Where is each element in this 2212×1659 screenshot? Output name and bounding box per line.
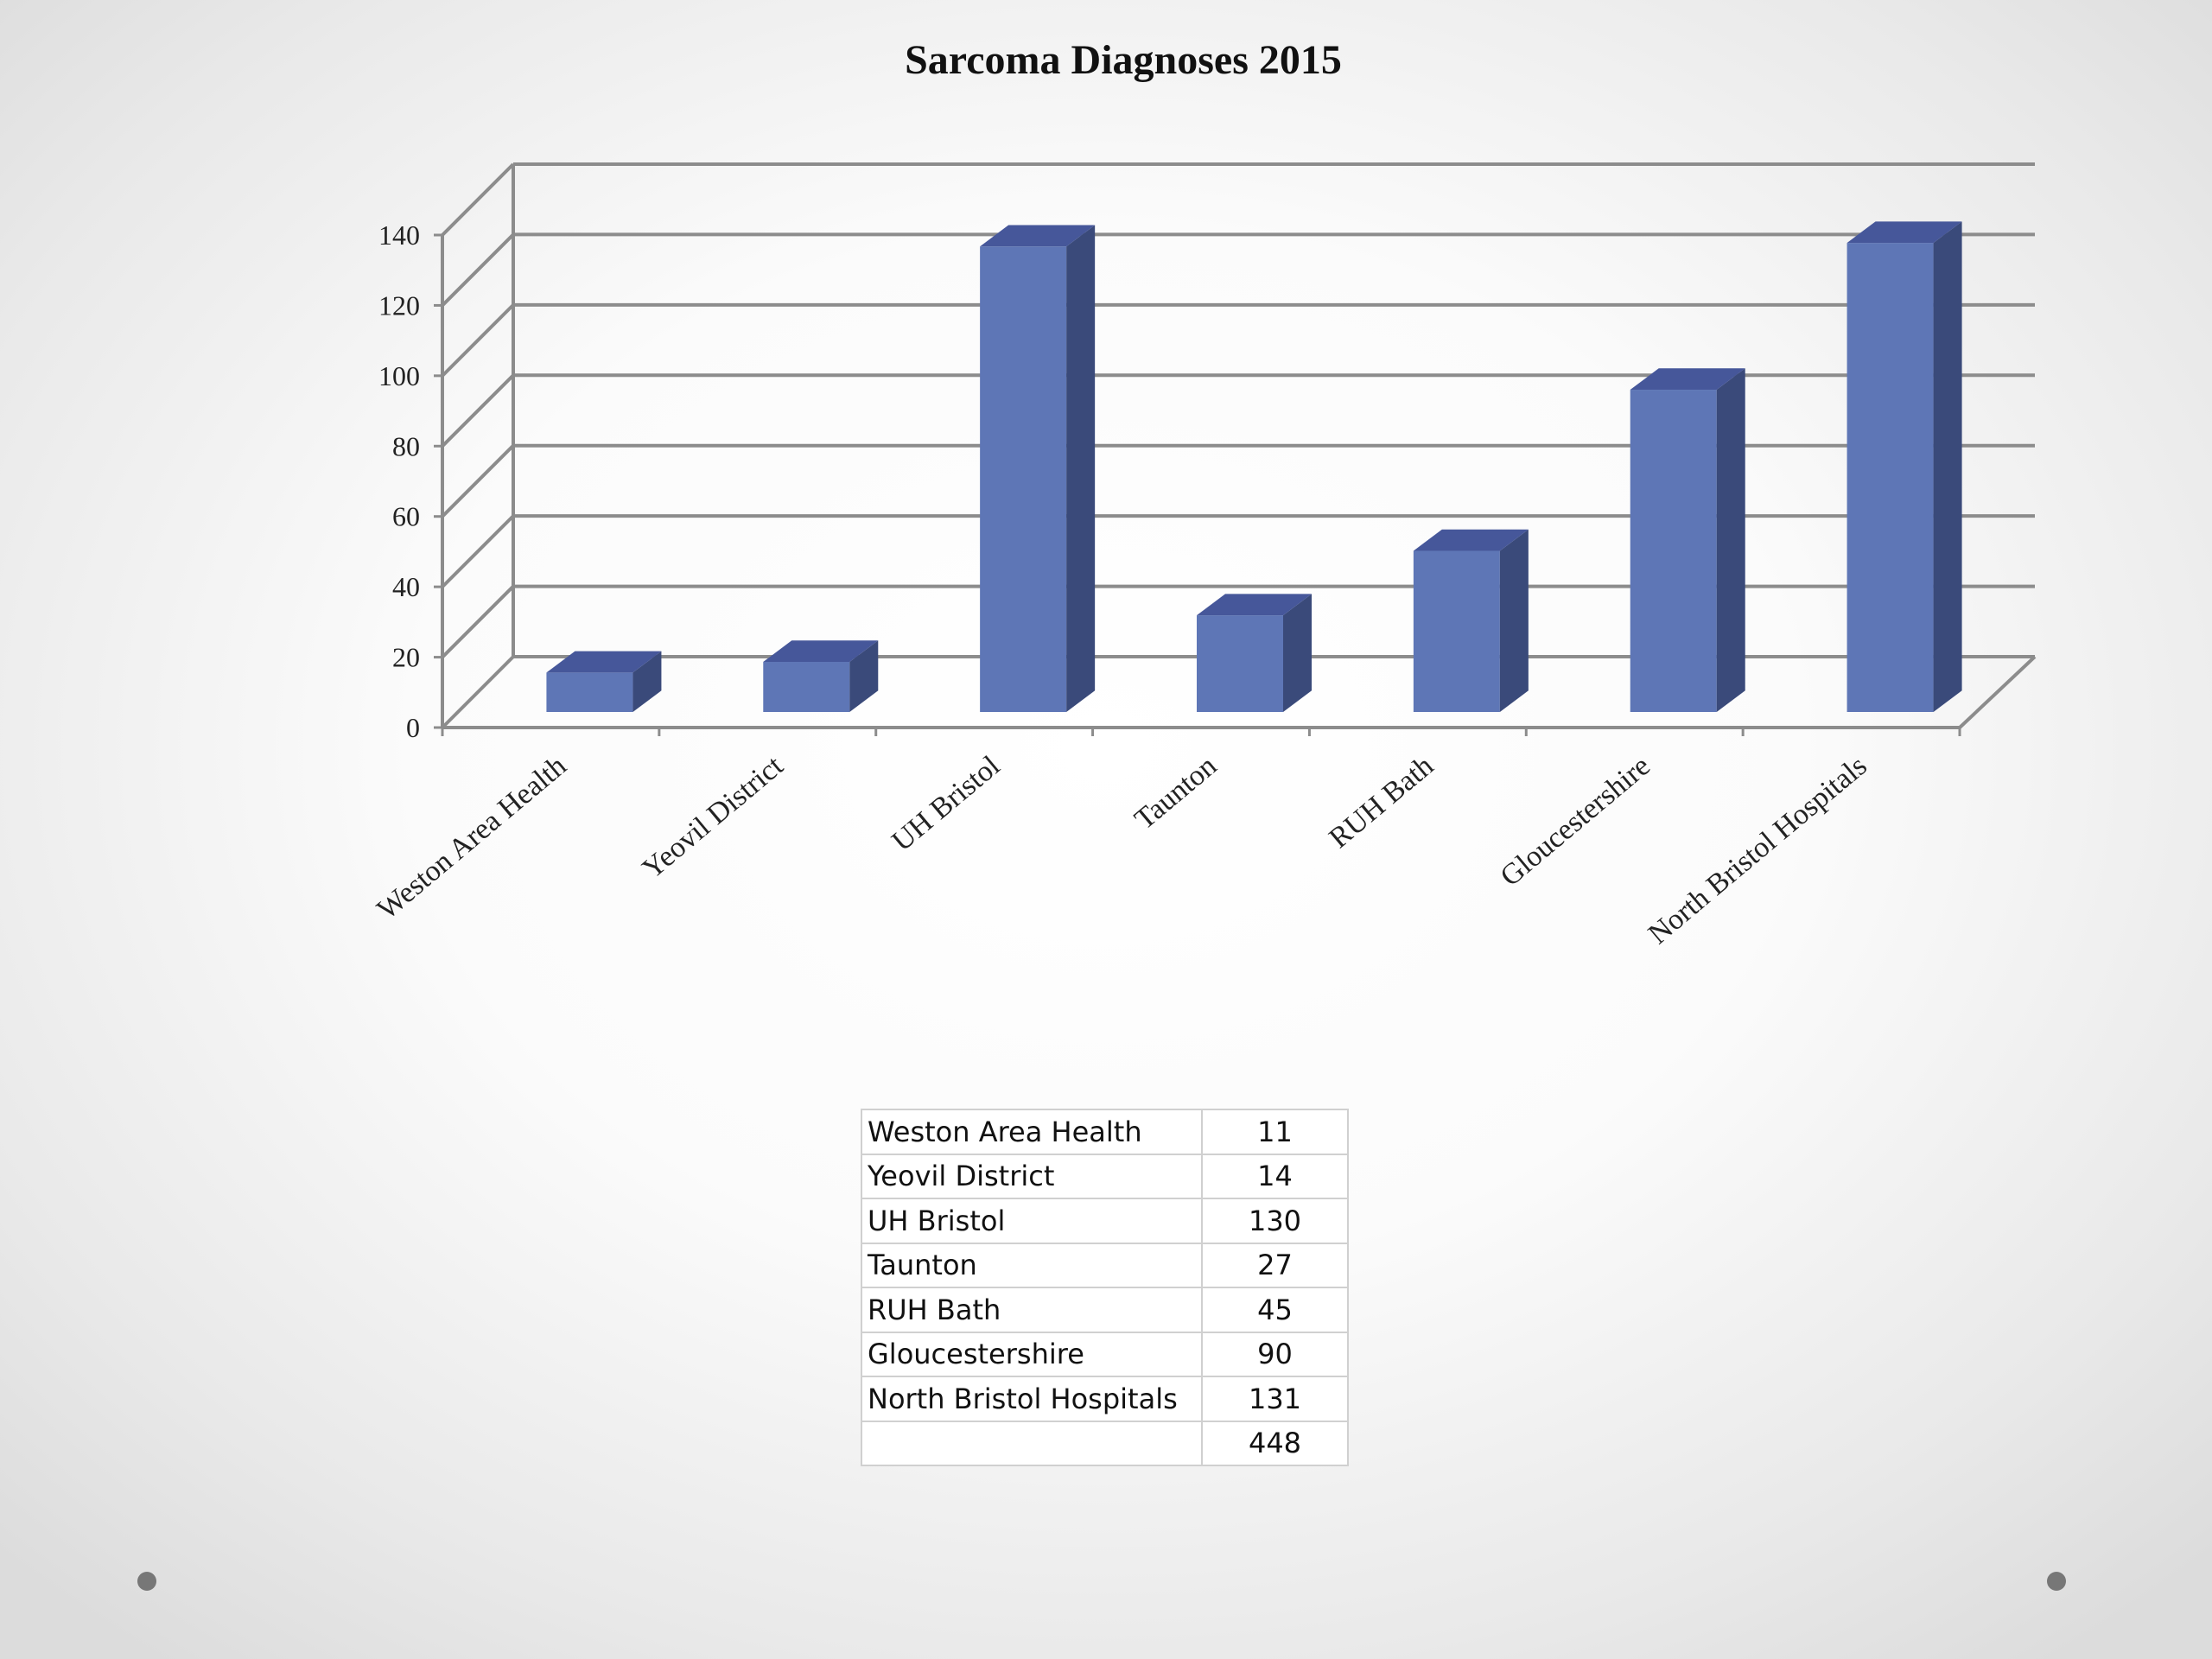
x-tick-label: Weston Area Health [372,750,573,926]
bar-2 [763,640,879,712]
bar-front [546,672,633,712]
x-tick-label: RUH Bath [1324,750,1440,855]
table-cell-name: Gloucestershire [861,1331,1203,1377]
bar-6 [1630,368,1745,712]
bar-side [1066,225,1096,712]
bar-top [763,640,879,662]
y-tick-label: 80 [392,430,420,461]
bar-5 [1413,529,1529,712]
table-row: Yeovil District 14 [861,1153,1349,1199]
bar-front [1847,243,1934,712]
table-cell-name: Taunton [861,1242,1203,1288]
y-tick-label: 60 [392,501,420,532]
x-tick-label: Taunton [1128,750,1223,836]
table-row: Gloucestershire 90 [861,1331,1349,1377]
bar-3 [980,225,1096,712]
table-row: Weston Area Health 11 [861,1109,1349,1155]
y-tick-label: 20 [392,642,420,673]
gridline-wall [441,585,515,658]
x-tick-label: Gloucestershire [1495,750,1656,893]
bar-side [1933,221,1962,712]
table-cell-value: 11 [1201,1109,1349,1155]
gridline-wall [441,514,515,588]
data-table: Weston Area Health 11 Yeovil District 14 UH … [861,1109,1349,1466]
slide-dot-left [137,1572,156,1591]
bar-top [1413,529,1529,551]
x-tick-label: UH Bristol [886,750,1006,858]
bar-top [1847,221,1962,244]
bar-top [980,225,1096,247]
table-row: RUH Bath 45 [861,1287,1349,1333]
chart-axes [434,233,2037,736]
slide-dot-right [2047,1572,2066,1591]
gridline-wall [441,655,515,729]
table-row: UH Bristol 130 [861,1198,1349,1244]
table-cell-name [861,1420,1203,1466]
y-tick-label: 100 [378,360,420,391]
gridline-wall [441,162,515,237]
bar-front [980,246,1067,712]
table-cell-value: 130 [1201,1198,1349,1244]
bar-top [1630,368,1745,391]
table-cell-value: 90 [1201,1331,1349,1377]
table-row: Taunton 27 [861,1242,1349,1288]
table-cell-value: 131 [1201,1376,1349,1422]
bar-side [849,640,879,712]
table-cell-value: 14 [1201,1153,1349,1199]
floor-right-edge [1958,655,2037,729]
table-row: 448 [861,1420,1349,1466]
chart-bars [546,221,1962,712]
chart-title: Sarcoma Diagnoses 2015 [905,37,1342,83]
y-tick-label: 40 [392,571,420,602]
gridline-wall [441,303,515,378]
gridline-wall [441,444,515,518]
table-cell-name: UH Bristol [861,1198,1203,1244]
y-tick-label: 120 [378,289,420,321]
bar-front [1197,615,1283,712]
bar-side [1499,529,1529,712]
bar-top [1197,594,1312,616]
y-tick-label: 0 [406,712,420,743]
bar-7 [1847,221,1962,712]
bar-front [1413,550,1500,712]
bar-side [1716,368,1745,712]
table-cell-value: 448 [1201,1420,1349,1466]
table-cell-value: 45 [1201,1287,1349,1333]
gridline-wall [441,373,515,448]
table-cell-value: 27 [1201,1242,1349,1288]
bar-side [1283,594,1312,712]
bar-top [546,651,662,673]
bar-front [763,661,850,712]
x-tick-label: Yeovil District [637,749,790,885]
bar-1 [546,651,662,712]
table-cell-name: Weston Area Health [861,1109,1203,1155]
table-cell-name: North Bristol Hospitals [861,1376,1203,1422]
table-cell-name: Yeovil District [861,1153,1203,1199]
gridline-wall [441,233,515,307]
x-tick-label: North Bristol Hospitals [1643,750,1873,950]
bar-side [632,651,662,712]
table-row: North Bristol Hospitals 131 [861,1376,1349,1422]
bar-front [1630,390,1717,712]
data-table-body: Weston Area Health 11 Yeovil District 14 UH … [861,1109,1349,1466]
y-tick-label: 140 [378,219,420,251]
bar-4 [1197,594,1312,712]
table-cell-name: RUH Bath [861,1287,1203,1333]
